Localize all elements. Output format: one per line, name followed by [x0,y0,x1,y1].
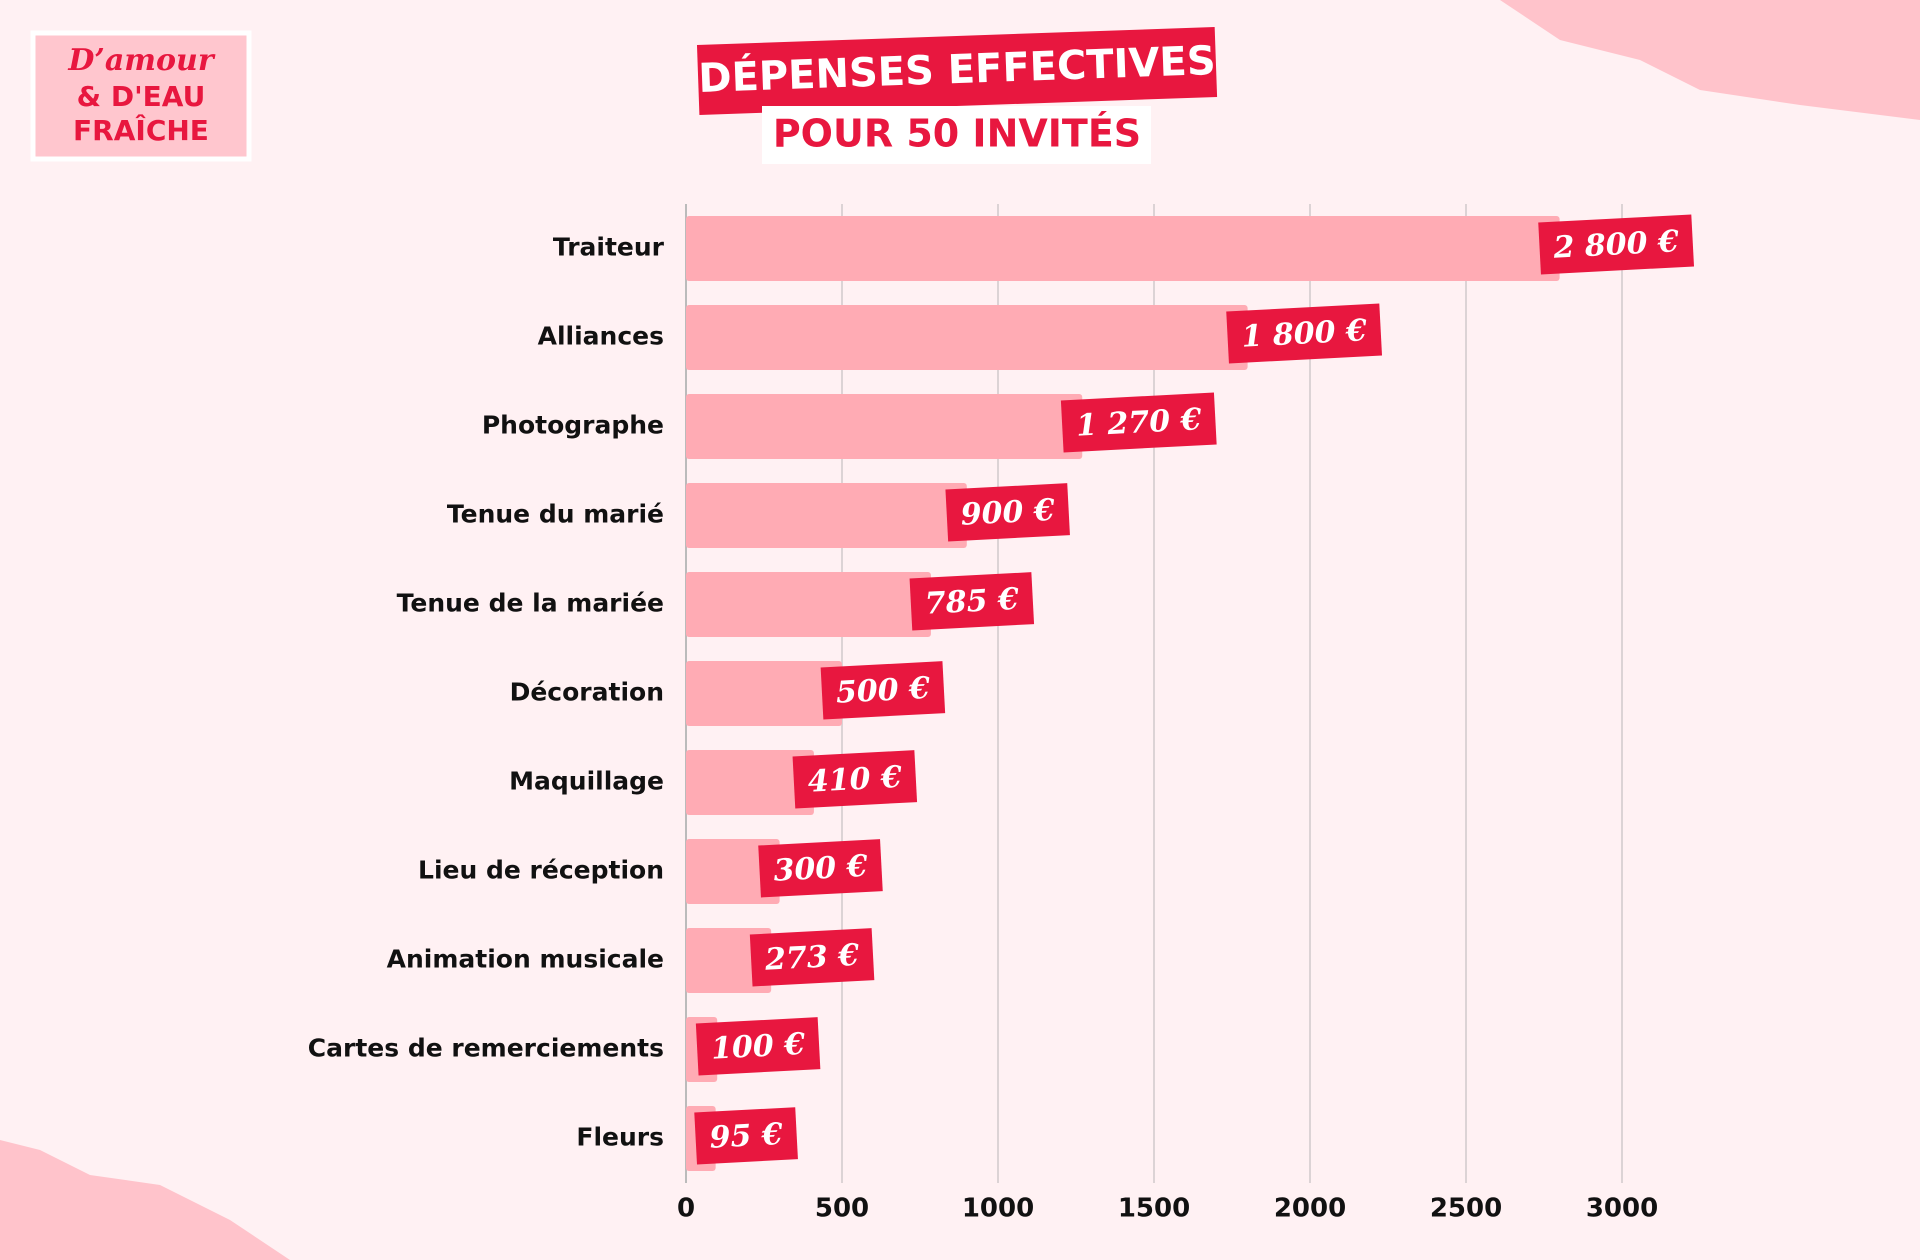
logo-text: D’amour [67,43,215,78]
value-label: 785 € [924,582,1020,622]
value-label-group: 900 € [945,483,1070,542]
value-label-box [945,483,1070,542]
category-label: Maquillage [509,767,664,796]
corner-decoration [1500,0,1920,120]
bar [686,572,931,637]
x-tick-label: 2500 [1430,1194,1502,1224]
bar [686,839,780,904]
bar [686,750,814,815]
value-label-group: 1 800 € [1226,303,1383,364]
value-label: 300 € [773,849,869,889]
category-label: Décoration [510,678,664,707]
category-label: Tenue de la mariée [397,589,664,618]
logo-text: & D'EAU [77,80,206,113]
value-label-group: 300 € [758,839,883,898]
value-label-group: 785 € [909,572,1035,631]
bar [686,305,1248,370]
value-label-group: 2 800 € [1538,214,1695,275]
category-label: Traiteur [553,233,665,262]
value-label-group: 1 270 € [1060,392,1217,453]
value-label: 500 € [835,671,931,711]
category-label: Tenue du marié [447,500,664,529]
category-label: Lieu de réception [418,856,664,885]
value-label: 100 € [710,1027,806,1067]
value-label: 1 800 € [1241,313,1368,355]
bar [686,928,772,993]
category-label: Photographe [482,411,664,440]
value-label-group: 410 € [792,750,918,809]
category-label: Alliances [538,322,664,351]
value-label-box [820,661,946,720]
subtitle-box [762,106,1151,164]
bar [686,483,967,548]
value-label-box [758,839,883,898]
value-label: 1 270 € [1075,402,1202,444]
title-box [696,26,1218,116]
value-label-box [1538,214,1695,275]
x-tick-label: 1000 [962,1194,1034,1224]
value-label-group: 273 € [749,928,875,987]
bar [686,394,1083,459]
value-label-box [749,928,875,987]
x-tick-label: 1500 [1118,1194,1190,1224]
value-label-box [1060,392,1217,453]
chart-subtitle: POUR 50 INVITÉS [773,112,1141,156]
value-label-group: 100 € [695,1017,821,1076]
value-label-group: 500 € [820,661,946,720]
x-tick-label: 2000 [1274,1194,1346,1224]
value-label-box [695,1017,821,1076]
value-label: 410 € [807,760,903,800]
value-label-group: 95 € [694,1107,798,1165]
value-label: 2 800 € [1552,224,1680,266]
value-label: 273 € [763,938,860,978]
x-tick-label: 3000 [1586,1194,1658,1224]
value-label-box [1226,303,1383,364]
corner-decoration [0,1140,290,1260]
logo-text: FRAÎCHE [73,113,209,147]
value-label-box [792,750,918,809]
value-label: 900 € [960,493,1056,533]
bar [686,661,842,726]
value-label-box [694,1107,798,1165]
category-label: Cartes de remerciements [308,1034,664,1063]
category-label: Animation musicale [387,945,664,974]
x-tick-label: 500 [815,1194,869,1224]
x-tick-label: 0 [677,1194,695,1224]
bar [686,216,1560,281]
value-label: 95 € [709,1117,784,1156]
category-label: Fleurs [576,1123,664,1152]
value-label-box [909,572,1035,631]
logo-box [30,30,252,162]
